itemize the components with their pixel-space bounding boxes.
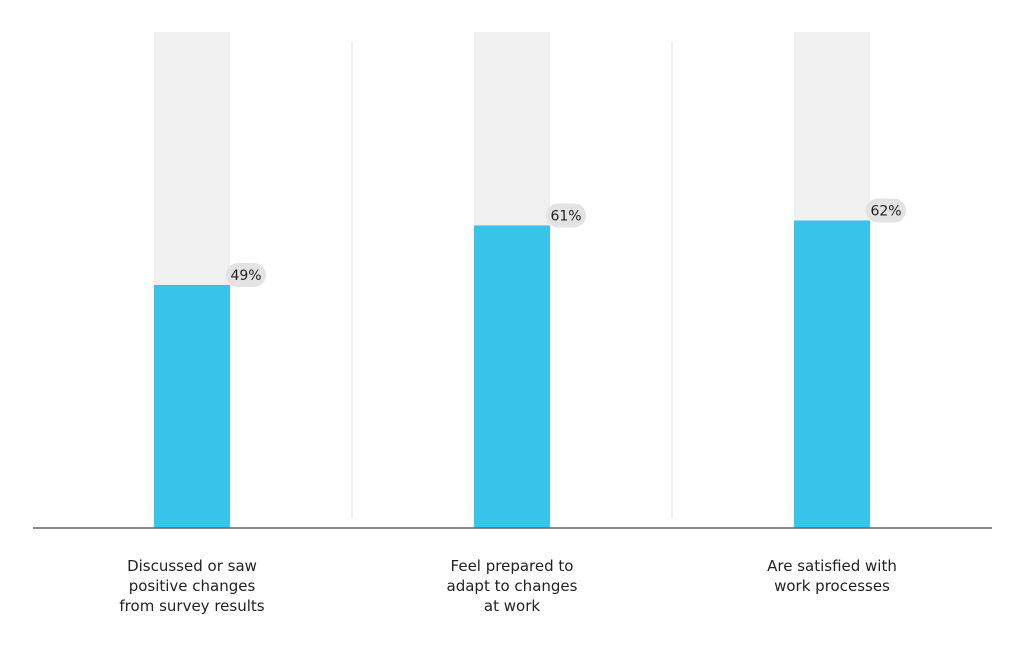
category-label-line: from survey results — [119, 597, 264, 615]
category-label-3: Are satisfied with work processes — [767, 557, 897, 595]
value-label-3: 62% — [870, 203, 901, 219]
bar-3 — [794, 220, 870, 529]
category-label-line: Feel prepared to — [451, 557, 574, 575]
bar-1 — [154, 284, 230, 528]
bar-2 — [474, 225, 550, 528]
value-pill-1 — [226, 262, 266, 287]
value-pill-3 — [866, 198, 906, 223]
category-labels: Discussed or saw positive changes from sur… — [119, 557, 896, 615]
category-label-line: work processes — [774, 577, 890, 595]
category-label-2: Feel prepared to adapt to changes at work — [447, 557, 578, 615]
category-label-line: adapt to changes — [447, 577, 578, 595]
category-label-1: Discussed or saw positive changes from sur… — [119, 557, 264, 615]
column-dividers — [351, 42, 673, 518]
bars — [154, 220, 870, 529]
value-pill-2 — [546, 203, 586, 228]
category-label-line: Discussed or saw — [127, 557, 257, 575]
category-label-line: at work — [484, 597, 540, 615]
value-label-1: 49% — [230, 268, 261, 284]
category-label-line: Are satisfied with — [767, 557, 897, 575]
value-labels: 49% 61% 62% — [226, 198, 906, 287]
category-label-line: positive changes — [129, 577, 256, 595]
value-label-2: 61% — [550, 208, 581, 224]
